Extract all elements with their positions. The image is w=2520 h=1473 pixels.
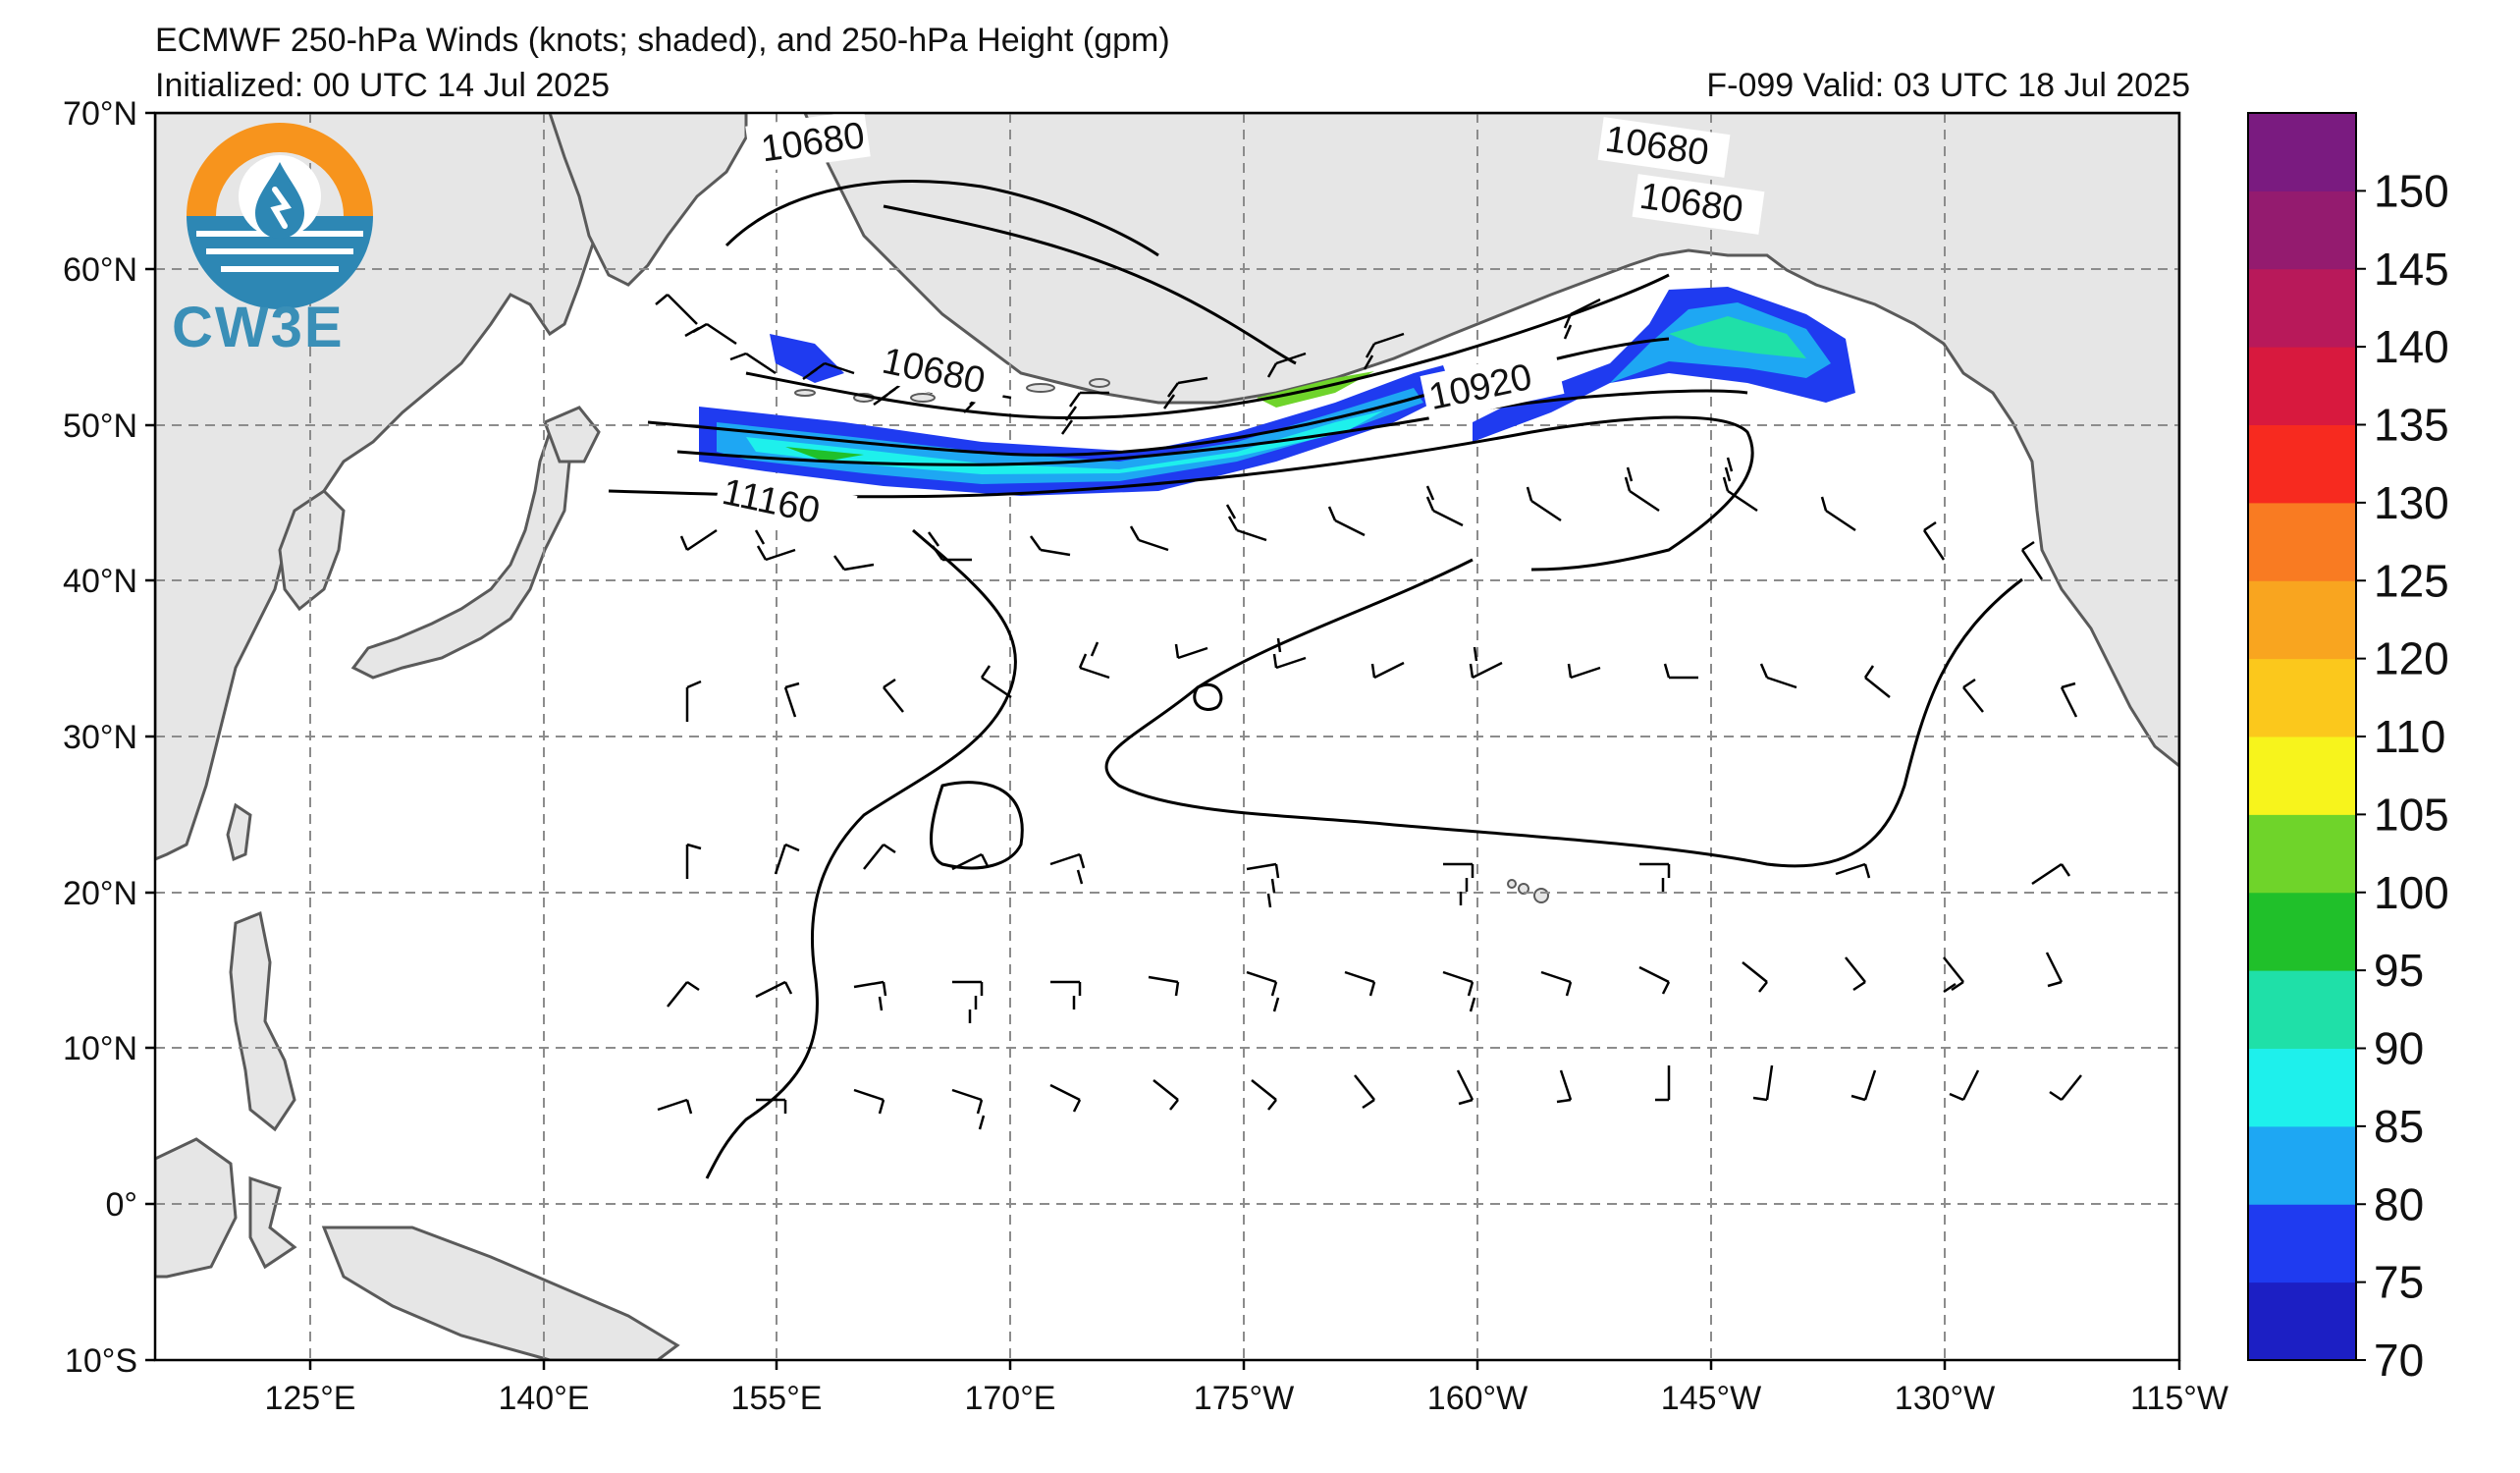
colorbar-swatch — [2248, 580, 2356, 660]
colorbar-label: 145 — [2374, 244, 2449, 295]
lon-label: 145°W — [1661, 1380, 1761, 1417]
colorbar-swatch — [2248, 191, 2356, 270]
jet-core-northwest — [770, 334, 844, 383]
lon-label: 155°E — [730, 1380, 822, 1417]
lat-label: 0° — [105, 1186, 137, 1224]
borneo-island — [155, 1137, 238, 1279]
colorbar-swatch — [2248, 113, 2356, 191]
hawaiian-islands — [1507, 879, 1549, 903]
hokkaido-island — [543, 406, 601, 464]
colorbar-label: 85 — [2374, 1101, 2424, 1152]
lat-label: 40°N — [63, 563, 137, 600]
lat-label: 60°N — [63, 251, 137, 289]
colorbar-swatch — [2248, 347, 2356, 425]
lon-label: 140°E — [498, 1380, 589, 1417]
colorbar-label: 130 — [2374, 477, 2449, 528]
lon-label: 170°E — [964, 1380, 1055, 1417]
lat-label: 10°S — [65, 1342, 137, 1380]
logo-text: CW3E — [172, 296, 345, 359]
sulawesi-island — [248, 1175, 297, 1270]
lat-label: 30°N — [63, 719, 137, 756]
cw3e-logo — [187, 123, 373, 309]
graticule — [155, 113, 2179, 1360]
jet-core-east-90 — [1669, 316, 1806, 358]
north-america-landmass — [803, 113, 2179, 768]
taiwan-island — [226, 802, 252, 862]
map-title: ECMWF 250-hPa Winds (knots; shaded), and… — [155, 22, 1170, 59]
colorbar-swatch — [2248, 1125, 2356, 1205]
lon-label: 125°E — [264, 1380, 355, 1417]
colorbar-swatch — [2248, 814, 2356, 894]
colorbar-label: 110 — [2374, 711, 2445, 762]
colorbar-label: 120 — [2374, 633, 2449, 684]
lat-label: 50°N — [63, 408, 137, 445]
colorbar-swatch — [2248, 1204, 2356, 1283]
colorbar-swatch — [2248, 268, 2356, 348]
jet-core-west-90 — [746, 410, 1384, 474]
colorbar-label: 125 — [2374, 555, 2449, 606]
lon-label: 130°W — [1895, 1380, 1995, 1417]
colorbar-swatch — [2248, 970, 2356, 1049]
valid-time: F-099 Valid: 03 UTC 18 Jul 2025 — [1706, 67, 2190, 104]
colorbar-label: 150 — [2374, 165, 2449, 216]
longitude-axis — [308, 1360, 2181, 1370]
lon-label: 160°W — [1427, 1380, 1528, 1417]
lat-label: 70°N — [63, 95, 137, 133]
colorbar-label: 80 — [2374, 1178, 2424, 1229]
lon-label: 175°W — [1194, 1380, 1294, 1417]
japan-islands — [350, 428, 571, 680]
lon-label: 115°W — [2130, 1380, 2228, 1417]
jet-core-west-95 — [785, 447, 864, 462]
lat-label: 20°N — [63, 875, 137, 912]
colorbar-label: 90 — [2374, 1023, 2424, 1074]
lat-label: 10°N — [63, 1030, 137, 1067]
new-guinea-island — [321, 1226, 680, 1360]
philippines-islands — [229, 910, 296, 1132]
colorbar-label: 100 — [2374, 867, 2449, 918]
water-drop-sun-icon — [187, 123, 373, 309]
colorbar-label: 75 — [2374, 1257, 2424, 1308]
colorbar-label: 140 — [2374, 321, 2449, 372]
colorbar-label: 95 — [2374, 945, 2424, 996]
initialized-time: Initialized: 00 UTC 14 Jul 2025 — [155, 67, 611, 104]
colorbar-label: 135 — [2374, 400, 2449, 451]
colorbar-label: 70 — [2374, 1335, 2424, 1386]
wind-barbs — [655, 294, 2082, 1130]
latitude-axis — [145, 111, 155, 1362]
kamchatka-landmass — [548, 113, 748, 287]
colorbar-swatch — [2248, 1282, 2356, 1361]
colorbar-swatch — [2248, 424, 2356, 504]
colorbar-swatch — [2248, 736, 2356, 815]
colorbar-swatch — [2248, 1048, 2356, 1127]
colorbar-swatch — [2248, 502, 2356, 581]
colorbar-swatch — [2248, 892, 2356, 971]
colorbar-swatch — [2248, 658, 2356, 737]
colorbar-label: 105 — [2374, 789, 2449, 840]
colorbar: 70 75 80 85 90 95 100 105 110 120 125 130 135 140 145 1… — [2247, 112, 2449, 1386]
